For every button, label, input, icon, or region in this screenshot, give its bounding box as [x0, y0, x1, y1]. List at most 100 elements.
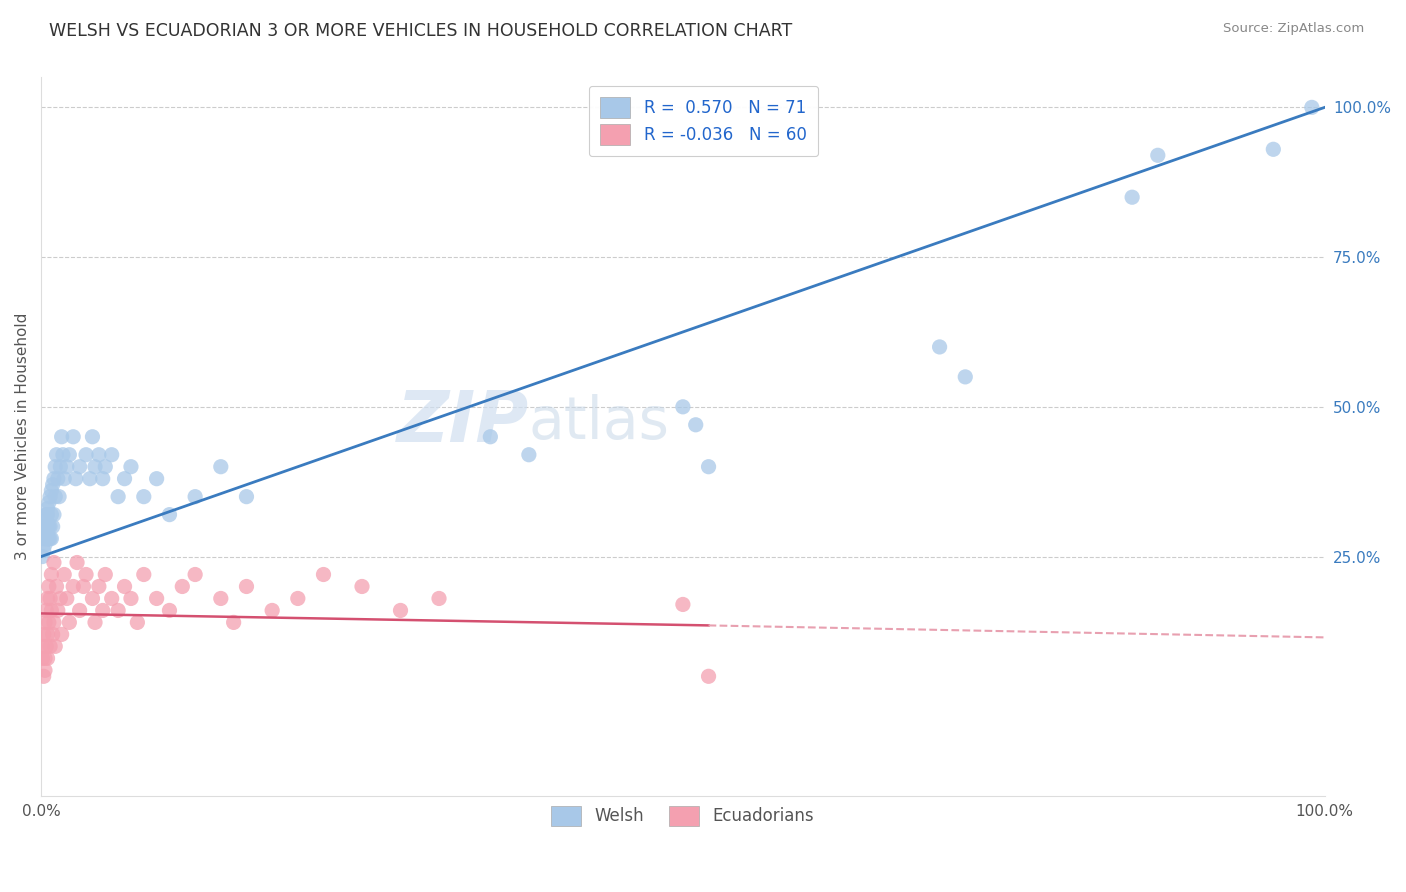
Point	[235, 579, 257, 593]
Point	[32, 627, 55, 641]
Point	[55, 459, 77, 474]
Point	[41, 532, 63, 546]
Point	[39, 532, 62, 546]
Point	[34, 615, 56, 630]
Point	[209, 591, 232, 606]
Point	[42, 615, 65, 630]
Point	[1263, 142, 1285, 156]
Point	[350, 579, 373, 593]
Point	[132, 567, 155, 582]
Point	[44, 640, 66, 654]
Point	[37, 651, 59, 665]
Point	[69, 603, 91, 617]
Point	[42, 472, 65, 486]
Point	[37, 627, 59, 641]
Point	[46, 472, 69, 486]
Text: Source: ZipAtlas.com: Source: ZipAtlas.com	[1223, 22, 1364, 36]
Point	[87, 448, 110, 462]
Point	[51, 430, 73, 444]
Point	[35, 508, 58, 522]
Point	[172, 579, 194, 593]
Point	[32, 532, 55, 546]
Y-axis label: 3 or more Vehicles in Household: 3 or more Vehicles in Household	[15, 313, 30, 560]
Point	[35, 532, 58, 546]
Point	[34, 525, 56, 540]
Point	[38, 579, 60, 593]
Point	[32, 669, 55, 683]
Point	[209, 459, 232, 474]
Point	[32, 519, 55, 533]
Point	[65, 472, 87, 486]
Point	[145, 591, 167, 606]
Legend: Welsh, Ecuadorians: Welsh, Ecuadorians	[543, 797, 823, 835]
Point	[100, 448, 122, 462]
Point	[34, 651, 56, 665]
Point	[62, 579, 84, 593]
Point	[39, 490, 62, 504]
Point	[145, 472, 167, 486]
Point	[39, 519, 62, 533]
Point	[184, 490, 207, 504]
Point	[107, 603, 129, 617]
Point	[672, 598, 695, 612]
Point	[55, 591, 77, 606]
Point	[94, 459, 117, 474]
Point	[53, 567, 76, 582]
Point	[94, 567, 117, 582]
Point	[45, 448, 67, 462]
Text: WELSH VS ECUADORIAN 3 OR MORE VEHICLES IN HOUSEHOLD CORRELATION CHART: WELSH VS ECUADORIAN 3 OR MORE VEHICLES I…	[49, 22, 793, 40]
Point	[75, 567, 97, 582]
Point	[58, 448, 80, 462]
Point	[287, 591, 309, 606]
Point	[32, 543, 55, 558]
Point	[955, 370, 977, 384]
Point	[38, 532, 60, 546]
Point	[91, 603, 114, 617]
Point	[84, 615, 107, 630]
Point	[389, 603, 412, 617]
Point	[38, 495, 60, 509]
Point	[1121, 190, 1143, 204]
Point	[35, 640, 58, 654]
Point	[82, 430, 104, 444]
Point	[79, 472, 101, 486]
Point	[120, 459, 142, 474]
Point	[41, 567, 63, 582]
Point	[697, 669, 720, 683]
Point	[41, 519, 63, 533]
Point	[42, 508, 65, 522]
Point	[100, 591, 122, 606]
Point	[38, 519, 60, 533]
Point	[928, 340, 950, 354]
Point	[53, 472, 76, 486]
Point	[39, 591, 62, 606]
Text: atlas: atlas	[529, 394, 669, 450]
Point	[697, 459, 720, 474]
Point	[44, 490, 66, 504]
Point	[127, 615, 149, 630]
Point	[114, 579, 136, 593]
Point	[45, 579, 67, 593]
Point	[222, 615, 245, 630]
Point	[52, 448, 75, 462]
Point	[31, 532, 53, 546]
Point	[41, 483, 63, 498]
Point	[184, 567, 207, 582]
Point	[35, 603, 58, 617]
Point	[120, 591, 142, 606]
Point	[34, 519, 56, 533]
Point	[49, 591, 72, 606]
Point	[517, 448, 540, 462]
Point	[37, 591, 59, 606]
Point	[62, 430, 84, 444]
Point	[34, 663, 56, 677]
Point	[262, 603, 284, 617]
Point	[46, 603, 69, 617]
Point	[91, 472, 114, 486]
Point	[66, 556, 89, 570]
Point	[37, 519, 59, 533]
Point	[41, 477, 63, 491]
Point	[75, 448, 97, 462]
Point	[35, 519, 58, 533]
Text: ZIP: ZIP	[396, 388, 529, 457]
